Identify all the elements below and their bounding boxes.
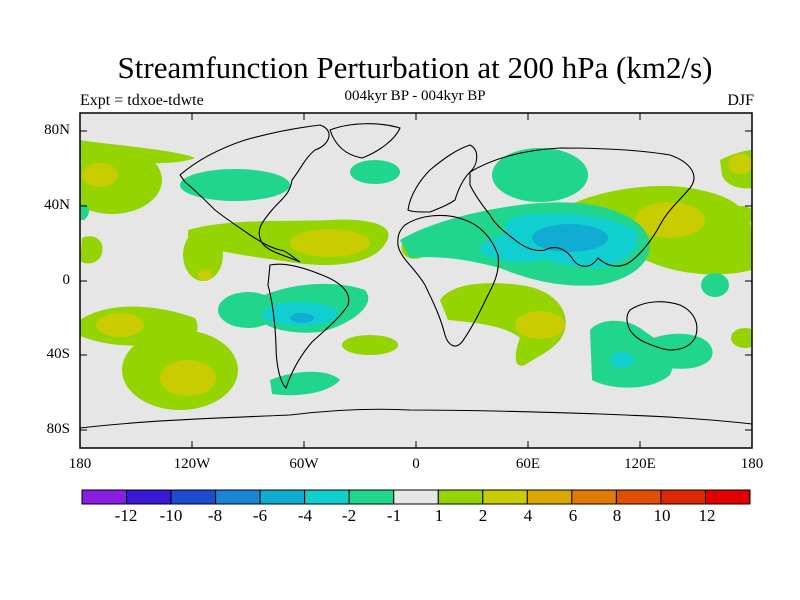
positive-regions-strong bbox=[82, 154, 752, 396]
colorbar bbox=[81, 489, 751, 505]
colorbar-label: -10 bbox=[159, 506, 183, 525]
asia-coast bbox=[469, 147, 695, 267]
x-tick-label: 180 bbox=[68, 456, 92, 472]
north-america-coast bbox=[179, 124, 330, 263]
south-america-coast bbox=[267, 263, 350, 390]
x-tick-label: 0 bbox=[412, 456, 420, 472]
coastlines bbox=[80, 123, 752, 429]
colorbar-swatch bbox=[81, 489, 128, 505]
greenland-coast bbox=[329, 123, 401, 159]
y-tick-label: 0 bbox=[62, 272, 71, 288]
colorbar-label: 10 bbox=[653, 506, 671, 525]
colorbar-swatch bbox=[259, 489, 306, 505]
colorbar-label: -1 bbox=[386, 506, 402, 525]
colorbar-swatch bbox=[482, 489, 528, 505]
colorbar-swatch bbox=[615, 489, 662, 505]
plot-title: Streamfunction Perturbation at 200 hPa (… bbox=[117, 50, 713, 85]
antarctica-coast bbox=[80, 408, 752, 429]
contour-field bbox=[80, 113, 752, 448]
colorbar-label: -8 bbox=[207, 506, 223, 525]
colorbar-swatch bbox=[660, 489, 706, 505]
x-tick-label: 120E bbox=[624, 456, 656, 472]
australia-coast bbox=[626, 301, 698, 351]
colorbar-label: -2 bbox=[341, 506, 357, 525]
colorbar-swatch bbox=[571, 489, 617, 505]
colorbar-label: 8 bbox=[612, 506, 622, 525]
colorbar-label: -12 bbox=[114, 506, 138, 525]
africa-coast bbox=[397, 214, 499, 347]
negative-regions-strong bbox=[290, 224, 608, 323]
experiment-label: Expt = tdxoe-tdwte bbox=[80, 92, 204, 109]
colorbar-label: 6 bbox=[568, 506, 578, 525]
x-tick-label: 60E bbox=[515, 456, 541, 472]
x-tick-label: 180 bbox=[740, 456, 764, 472]
x-tick-label: 60W bbox=[289, 456, 319, 472]
y-tick-label: 80N bbox=[44, 122, 70, 138]
colorbar-swatch bbox=[170, 489, 217, 505]
colorbar-swatch bbox=[304, 489, 350, 505]
colorbar-swatch bbox=[393, 489, 439, 505]
y-tick-label: 40N bbox=[44, 197, 70, 213]
colorbar-label: -6 bbox=[252, 506, 268, 525]
colorbar-swatch bbox=[215, 489, 261, 505]
colorbar-label: 2 bbox=[478, 506, 488, 525]
plot-subtitle: 004kyr BP - 004kyr BP bbox=[344, 88, 486, 104]
colorbar-swatch bbox=[526, 489, 573, 505]
colorbar-label: 1 bbox=[434, 506, 444, 525]
season-label: DJF bbox=[727, 92, 754, 109]
colorbar-label: -4 bbox=[297, 506, 313, 525]
x-tick-label: 120W bbox=[173, 456, 211, 472]
colorbar-swatch bbox=[704, 489, 751, 505]
y-tick-label: 40S bbox=[46, 346, 70, 362]
colorbar-swatch bbox=[348, 489, 395, 505]
y-tick-label: 80S bbox=[46, 421, 70, 437]
colorbar-label: 4 bbox=[523, 506, 533, 525]
colorbar-label: 12 bbox=[698, 506, 716, 525]
tick-marks bbox=[80, 113, 752, 448]
colorbar-swatch bbox=[126, 489, 172, 505]
colorbar-swatch bbox=[437, 489, 484, 505]
